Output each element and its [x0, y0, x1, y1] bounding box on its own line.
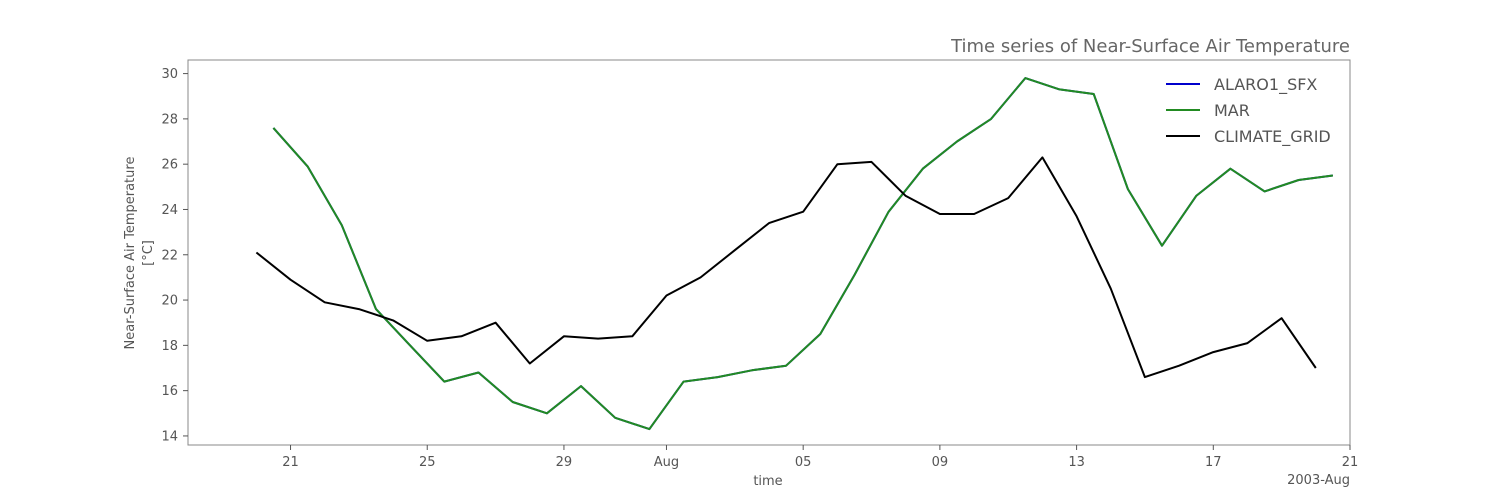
legend: ALARO1_SFX MAR CLIMATE_GRID: [1166, 75, 1331, 147]
x-tick-label: 21: [1342, 455, 1359, 470]
legend-label: ALARO1_SFX: [1214, 75, 1317, 95]
series-layer: [255, 77, 1334, 431]
y-tick-label: 20: [161, 294, 178, 309]
x-tick-label: 21: [282, 455, 299, 470]
x-tick-label: 05: [795, 455, 812, 470]
x-tick-label: Aug: [654, 455, 679, 470]
y-tick-label: 28: [161, 112, 178, 127]
y-tick-label: 18: [161, 339, 178, 354]
series-line-alaro1-sfx: [272, 77, 1334, 431]
y-tick-label: 14: [161, 429, 178, 444]
x-tick-label: 09: [932, 455, 949, 470]
y-axis-label-group: Near-Surface Air Temperature [°C]: [123, 157, 156, 350]
legend-label: CLIMATE_GRID: [1214, 127, 1331, 147]
y-tick-label: 22: [161, 248, 178, 263]
y-tick-label: 26: [161, 158, 178, 173]
x-tick-label: 17: [1205, 455, 1222, 470]
y-tick-label: 30: [161, 67, 178, 82]
x-axis-label: time: [753, 474, 782, 489]
legend-label: MAR: [1214, 101, 1250, 120]
x-tick-label: 25: [419, 455, 436, 470]
x-tick-label: 29: [556, 455, 573, 470]
chart-title: Time series of Near-Surface Air Temperat…: [950, 36, 1350, 57]
series-line-mar: [272, 77, 1334, 431]
y-tick-label: 24: [161, 203, 178, 218]
y-tick-label: 16: [161, 384, 178, 399]
y-axis: 14 16 18 20 22 24 26 28 30: [161, 67, 188, 444]
y-axis-label: Near-Surface Air Temperature: [123, 157, 138, 350]
y-axis-unit: [°C]: [141, 240, 156, 266]
plot-frame: [187, 59, 1351, 446]
series-line-climate-grid: [255, 156, 1317, 379]
x-axis: 21 25 29 Aug 05 09 13 17 21: [282, 445, 1358, 470]
x-tick-label: 13: [1068, 455, 1085, 470]
x-offset-label: 2003-Aug: [1287, 473, 1350, 488]
